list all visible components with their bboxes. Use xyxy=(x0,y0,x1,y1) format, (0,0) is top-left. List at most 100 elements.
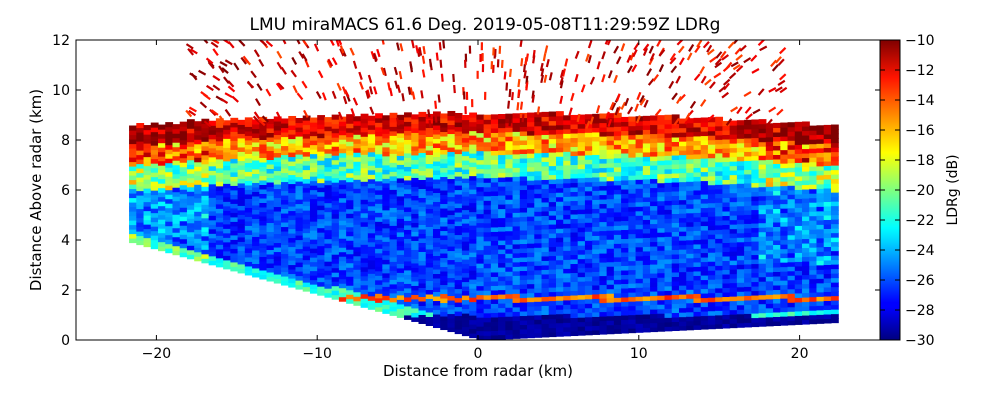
echo-dash xyxy=(744,58,751,62)
heatmap-cell xyxy=(419,224,427,229)
heatmap-cell xyxy=(332,277,340,282)
heatmap-cell xyxy=(223,228,231,233)
heatmap-cell xyxy=(426,253,434,258)
heatmap-cell xyxy=(607,131,615,136)
heatmap-cell xyxy=(636,166,644,171)
heatmap-cell xyxy=(708,275,716,280)
heatmap-cell xyxy=(534,247,542,252)
heatmap-cell xyxy=(476,272,484,277)
heatmap-cell xyxy=(375,239,383,244)
heatmap-cell xyxy=(809,189,817,194)
heatmap-cell xyxy=(201,218,209,223)
heatmap-cell xyxy=(267,150,275,155)
heatmap-cell xyxy=(223,183,231,188)
heatmap-cell xyxy=(824,246,832,251)
heatmap-cell xyxy=(520,185,528,190)
heatmap-cell xyxy=(751,290,759,295)
heatmap-cell xyxy=(636,301,644,306)
heatmap-cell xyxy=(759,169,767,174)
heatmap-cell xyxy=(172,241,180,246)
heatmap-cell xyxy=(310,154,318,159)
heatmap-cell xyxy=(455,293,463,298)
heatmap-cell xyxy=(744,178,752,183)
heatmap-cell xyxy=(274,260,282,265)
heatmap-cell xyxy=(469,149,477,154)
heatmap-cell xyxy=(643,296,651,301)
heatmap-cell xyxy=(607,172,615,177)
heatmap-cell xyxy=(592,177,600,182)
heatmap-cell xyxy=(578,182,586,187)
heatmap-cell xyxy=(513,221,521,226)
heatmap-cell xyxy=(730,224,738,229)
heatmap-cell xyxy=(824,300,832,305)
heatmap-cell xyxy=(375,302,383,307)
heatmap-cell xyxy=(411,159,419,164)
heatmap-cell xyxy=(614,329,622,334)
heatmap-cell xyxy=(570,277,578,282)
heatmap-cell xyxy=(332,254,340,259)
heatmap-cell xyxy=(701,306,709,311)
heatmap-cell xyxy=(180,122,188,127)
heatmap-cell xyxy=(636,292,644,297)
heatmap-cell xyxy=(759,155,767,160)
heatmap-cell xyxy=(773,258,781,263)
heatmap-cell xyxy=(476,250,484,255)
heatmap-cell xyxy=(520,122,528,127)
heatmap-cell xyxy=(665,277,673,282)
heatmap-cell xyxy=(599,158,607,163)
heatmap-cell xyxy=(180,230,188,235)
heatmap-cell xyxy=(628,310,636,315)
heatmap-cell xyxy=(578,250,586,255)
heatmap-cell xyxy=(346,191,354,196)
heatmap-cell xyxy=(230,122,238,127)
heatmap-cell xyxy=(650,232,658,237)
heatmap-cell xyxy=(773,262,781,267)
heatmap-cell xyxy=(144,215,152,220)
heatmap-cell xyxy=(643,219,651,224)
heatmap-cell xyxy=(209,247,217,252)
heatmap-cell xyxy=(701,243,709,248)
heatmap-cell xyxy=(433,305,441,310)
heatmap-cell xyxy=(310,235,318,240)
heatmap-cell xyxy=(672,213,680,218)
heatmap-cell xyxy=(303,219,311,224)
heatmap-cell xyxy=(419,283,427,288)
heatmap-cell xyxy=(223,197,231,202)
heatmap-cell xyxy=(643,188,651,193)
heatmap-cell xyxy=(129,157,137,162)
heatmap-cell xyxy=(657,232,665,237)
heatmap-cell xyxy=(332,196,340,201)
heatmap-cell xyxy=(433,242,441,247)
heatmap-cell xyxy=(498,236,506,241)
heatmap-cell xyxy=(607,194,615,199)
heatmap-cell xyxy=(773,285,781,290)
heatmap-cell xyxy=(730,283,738,288)
heatmap-cell xyxy=(440,122,448,127)
heatmap-cell xyxy=(614,153,622,158)
heatmap-cell xyxy=(433,287,441,292)
heatmap-cell xyxy=(657,115,665,120)
heatmap-cell xyxy=(238,142,246,147)
heatmap-cell xyxy=(549,278,557,283)
heatmap-cell xyxy=(759,272,767,277)
heatmap-cell xyxy=(614,252,622,257)
heatmap-cell xyxy=(404,207,412,212)
heatmap-cell xyxy=(527,185,535,190)
heatmap-cell xyxy=(144,184,152,189)
heatmap-cell xyxy=(353,197,361,202)
heatmap-cell xyxy=(426,172,434,177)
heatmap-cell xyxy=(788,221,796,226)
heatmap-cell xyxy=(426,294,434,299)
heatmap-cell xyxy=(636,148,644,153)
heatmap-cell xyxy=(303,147,311,152)
heatmap-cell xyxy=(245,216,253,221)
heatmap-cell xyxy=(657,286,665,291)
heatmap-cell xyxy=(484,268,492,273)
heatmap-cell xyxy=(563,246,571,251)
heatmap-cell xyxy=(194,139,202,144)
heatmap-cell xyxy=(766,218,774,223)
heatmap-cell xyxy=(469,306,477,311)
heatmap-cell xyxy=(737,143,745,148)
heatmap-cell xyxy=(636,206,644,211)
heatmap-cell xyxy=(476,304,484,309)
